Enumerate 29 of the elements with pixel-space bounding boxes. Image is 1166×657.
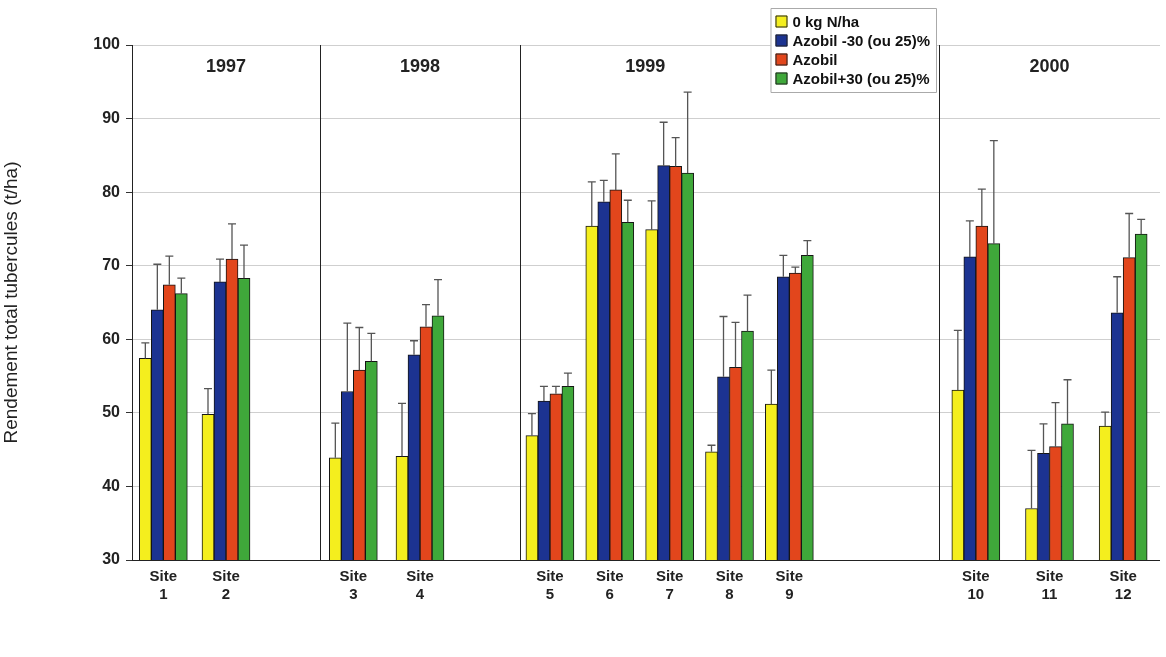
x-tick-label: Site 7	[655, 567, 684, 603]
y-tick-label: 80	[102, 182, 121, 200]
text: 1999	[625, 55, 666, 76]
y-tick-label: 40	[102, 476, 121, 494]
y-tick-label: 30	[102, 550, 121, 568]
y-tick-label: 50	[102, 403, 121, 421]
text: 2000	[1029, 55, 1070, 76]
y-tick-label: 100	[93, 35, 121, 53]
legend-label: 0 kg N/ha	[792, 12, 860, 30]
x-tick-label: Site 2	[212, 567, 240, 603]
x-tick-label: Site 3	[339, 567, 368, 603]
text: 1998	[399, 55, 441, 76]
text: 1997	[205, 55, 247, 76]
x-tick-label: Site 10	[962, 567, 990, 603]
y-tick-label: 60	[102, 329, 121, 347]
x-tick-label: Site 1	[149, 567, 178, 603]
x-tick-label: Site 5	[536, 567, 564, 603]
y-tick-label: 70	[102, 256, 121, 274]
x-tick-label: Site 12	[1109, 567, 1137, 603]
legend-label: Azobil	[792, 50, 838, 68]
x-tick-label: Site 8	[715, 567, 744, 603]
x-tick-label: Site 4	[406, 567, 434, 603]
legend-label: Azobil -30 (ou 25)%	[792, 31, 930, 49]
y-tick-label: 90	[102, 108, 121, 126]
x-tick-label: Site 11	[1035, 567, 1064, 603]
legend-label: Azobil+30 (ou 25)%	[792, 69, 930, 87]
x-tick-label: Site 6	[596, 567, 624, 603]
y-axis-title: Rendement total tubercules (t/ha)	[0, 161, 21, 444]
x-tick-label: Site 9	[775, 567, 804, 603]
